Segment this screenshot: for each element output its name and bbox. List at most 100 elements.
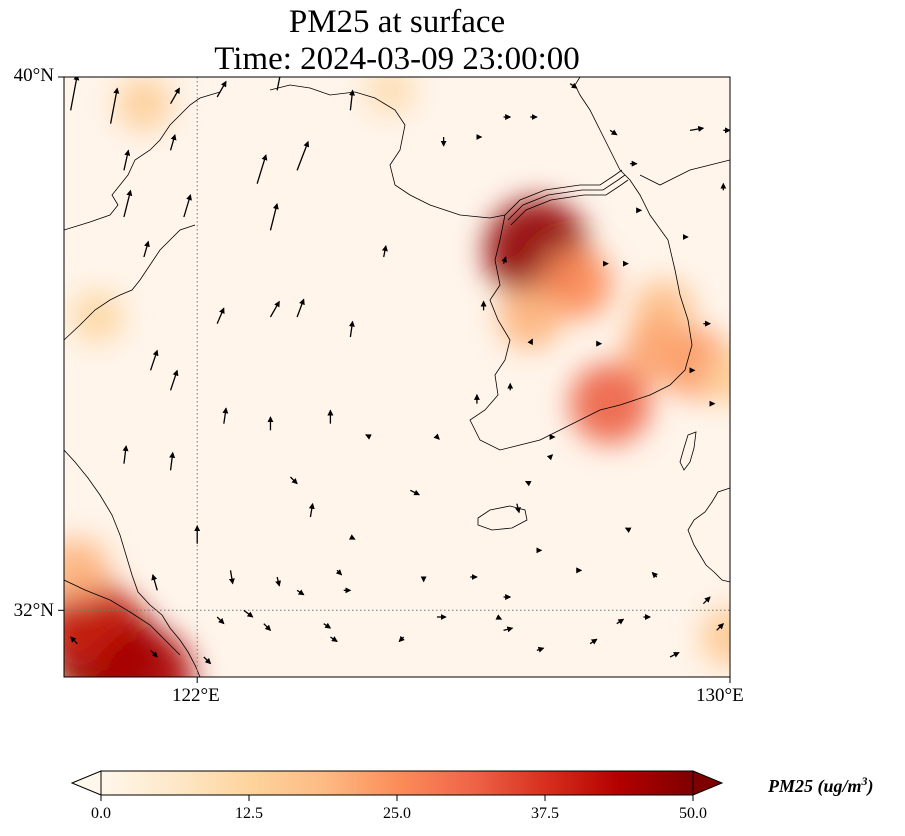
coastline-china-east [64,449,201,677]
coastline-shandong [64,224,196,341]
wind-arrow [216,80,227,98]
wind-arrow [348,320,355,338]
pm25-hotspot [64,538,110,603]
lon-tick-label-122: 122°E [172,685,220,706]
wind-arrow [256,154,268,184]
border-north-korea-2 [507,174,626,221]
lon-tick-label-130: 130°E [696,685,744,706]
wind-arrow [323,622,332,629]
pm25-hotspot [702,349,730,405]
wind-arrow [296,298,305,318]
wind-arrow [381,245,388,258]
wind-arrow [624,527,632,534]
wind-arrow [216,616,225,625]
wind-arrow [514,503,521,514]
colorbar-gradient [101,771,693,795]
wind-vectors [70,77,730,665]
wind-arrow [669,652,680,658]
wind-arrow [348,534,356,540]
wind-arrow [169,369,179,391]
pm25-concentration-field [64,77,730,677]
wind-arrow [151,573,158,591]
wind-arrow [702,596,711,605]
coastline-yangtze-estuary [64,579,181,656]
pm25-hotspot [623,316,691,384]
wind-arrow [524,480,532,487]
coastline-bohai [64,91,221,231]
pm25-hotspot [70,290,124,344]
colorbar-tick-label: 0.0 [91,805,111,822]
colorbar-label: PM25 (ug/m3) [768,774,874,797]
wind-arrow [569,82,578,89]
wind-arrow [275,576,282,587]
colorbar-label-superscript: 3 [861,774,868,788]
wind-arrow [495,614,503,620]
wind-arrow [228,570,235,585]
jeju-island [477,505,528,531]
pm25-hotspot [116,77,172,132]
wind-arrow [616,618,625,625]
coastline-far-north [639,159,730,186]
border-north-korea-1 [504,169,623,216]
wind-arrow [503,626,514,633]
wind-arrow [123,149,131,171]
wind-arrow [109,87,120,124]
wind-arrow [689,125,705,132]
colorbar-extend-min [70,770,102,796]
wind-arrow [289,476,298,485]
wind-arrow [70,636,78,645]
wind-arrow [716,623,724,631]
wind-arrow [183,194,192,218]
wind-arrow [651,571,658,579]
pm25-hotspot [569,363,651,445]
wind-arrow [169,451,176,471]
map-frame [63,76,731,678]
wind-arrow [609,129,618,136]
map-time-subtitle: Time: 2024-03-09 23:00:00 [214,41,580,77]
pm25-hotspot [498,285,563,349]
colorbar-tick-label: 25.0 [383,805,411,822]
coastline-liaodong-east [269,84,506,219]
coastline-kyushu [687,487,730,583]
wind-arrow [365,434,372,440]
wind-arrow [150,649,158,658]
colorbar-tick-label: 37.5 [531,805,559,822]
wind-arrow [123,189,133,218]
wind-arrow [589,638,598,645]
border-north-korea-3 [510,179,629,226]
wind-arrow [222,407,229,424]
wind-arrow [410,489,421,496]
wind-arrow [527,338,533,346]
lat-tick-label-40: 40°N [13,65,54,86]
wind-arrow [433,433,440,440]
pm25-hotspot [541,248,613,320]
wind-arrow [169,133,177,151]
colorbar-tick-label: 50.0 [679,805,707,822]
colorbar-label-text: PM25 (ug/m [768,776,862,796]
wind-arrow [335,569,343,576]
wind-arrow [149,349,159,371]
wind-arrow [330,636,338,642]
wind-arrow [203,656,212,665]
wind-arrow [349,89,356,111]
wind-arrow [398,635,405,643]
colorbar-extend-max [692,770,724,796]
gridlines [64,77,730,677]
wind-arrow [243,609,254,618]
lat-tick-label-32: 32°N [13,600,54,621]
colorbar-label-suffix: ) [867,776,874,796]
wind-arrow [501,256,508,264]
wind-arrow [296,140,310,171]
colorbar-tick-label: 12.5 [235,805,263,822]
pm25-hotspot [365,77,416,116]
wind-arrow [296,589,305,596]
colorbar-ticks [100,795,694,801]
wind-arrow [308,502,315,518]
wind-arrow [122,445,129,464]
wind-arrow [143,240,150,258]
wind-arrow [70,77,80,111]
wind-arrow [169,87,180,104]
tsushima-island [679,431,697,471]
